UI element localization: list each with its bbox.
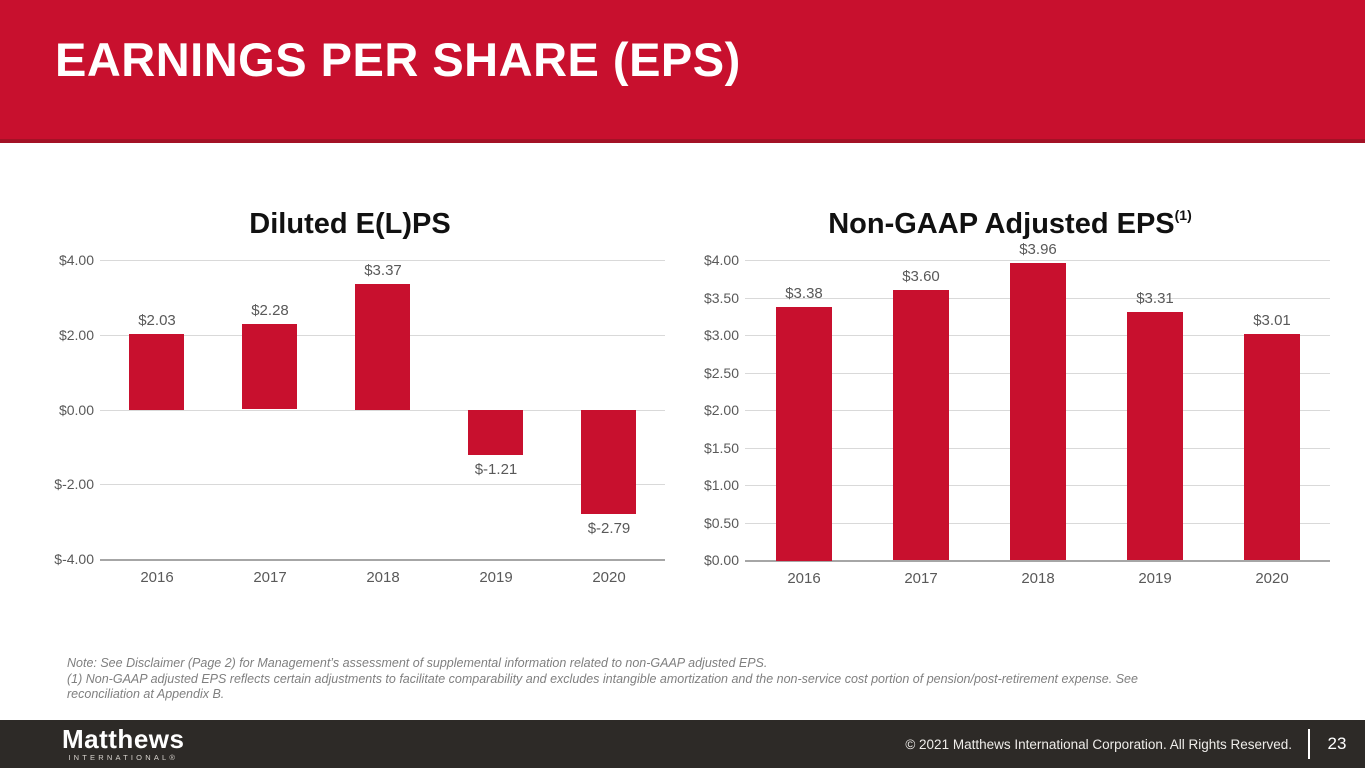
page-number: 23 bbox=[1327, 734, 1347, 753]
x-axis-tick-label: 2017 bbox=[253, 569, 287, 586]
y-axis-tick-label: $2.00 bbox=[58, 327, 94, 343]
x-axis-tick-label: 2018 bbox=[366, 569, 400, 586]
bar-2017 bbox=[893, 290, 949, 560]
footnote-line: (1) Non-GAAP adjusted EPS reflects certa… bbox=[67, 671, 1138, 686]
y-axis-tick-label: $-4.00 bbox=[54, 551, 94, 567]
footnote-line: reconciliation at Appendix B. bbox=[67, 687, 225, 701]
y-axis-tick-label: $0.00 bbox=[58, 402, 94, 418]
x-axis-tick-label: 2018 bbox=[1021, 570, 1055, 587]
copyright-text: © 2021 Matthews International Corporatio… bbox=[905, 736, 1292, 752]
bar-2019 bbox=[468, 410, 523, 455]
x-axis-tick-label: 2019 bbox=[1138, 570, 1172, 587]
footer-divider bbox=[1308, 729, 1310, 759]
y-axis-tick-label: $4.00 bbox=[58, 252, 94, 268]
gridline-$4.00 bbox=[745, 260, 1330, 261]
chart-title-superscript: (1) bbox=[1174, 207, 1192, 224]
bar-2020 bbox=[581, 410, 636, 514]
footnote-line: Note: See Disclaimer (Page 2) for Manage… bbox=[67, 656, 768, 670]
bar-value-label: $3.01 bbox=[1253, 312, 1291, 329]
y-axis-tick-label: $4.00 bbox=[703, 252, 739, 268]
page-title: EARNINGS PER SHARE (EPS) bbox=[55, 33, 741, 86]
gridline-$0.00 bbox=[745, 560, 1330, 562]
matthews-logo: Matthews INTERNATIONAL® bbox=[62, 726, 184, 762]
y-axis-tick-label: $0.50 bbox=[703, 515, 739, 531]
bar-value-label: $2.28 bbox=[251, 302, 289, 319]
bar-value-label: $-1.21 bbox=[474, 461, 518, 478]
bar-2016 bbox=[129, 334, 184, 410]
plot-area-diluted-elps: $4.00 $2.00 $0.00 $-2.00 $-4.00 $2.03 2016 $2.2… bbox=[20, 203, 680, 588]
logo-wordmark: Matthews bbox=[62, 724, 185, 754]
footnote: Note: See Disclaimer (Page 2) for Manage… bbox=[67, 656, 1317, 703]
gridline-$0.00 bbox=[100, 410, 665, 411]
bar-value-label: $3.31 bbox=[1136, 290, 1174, 307]
bar-2020 bbox=[1244, 334, 1300, 560]
bar-2018 bbox=[1010, 263, 1066, 560]
bar-2019 bbox=[1127, 312, 1183, 560]
y-axis-tick-label: $0.00 bbox=[703, 552, 739, 568]
footer-bar: Matthews INTERNATIONAL® © 2021 Matthews … bbox=[0, 720, 1365, 768]
bar-2018 bbox=[355, 284, 410, 410]
gridline-$-4.00 bbox=[100, 559, 665, 561]
bar-value-label: $3.60 bbox=[902, 268, 940, 285]
x-axis-tick-label: 2017 bbox=[904, 570, 938, 587]
x-axis-tick-label: 2016 bbox=[787, 570, 821, 587]
gridline-$4.00 bbox=[100, 260, 665, 261]
chart-diluted-elps: Diluted E(L)PS $4.00 $2.00 $0.00 $-2.00 $-4.… bbox=[20, 203, 680, 588]
bar-value-label: $-2.79 bbox=[587, 520, 631, 537]
bar-value-label: $3.96 bbox=[1019, 241, 1057, 258]
y-axis-tick-label: $2.50 bbox=[703, 365, 739, 381]
header-banner: EARNINGS PER SHARE (EPS) bbox=[0, 0, 1365, 143]
bar-2017 bbox=[242, 324, 297, 409]
x-axis-tick-label: 2020 bbox=[592, 569, 626, 586]
chart-title-text: Diluted E(L)PS bbox=[249, 208, 451, 240]
logo-subtitle: INTERNATIONAL® bbox=[68, 753, 179, 762]
x-axis-tick-label: 2016 bbox=[140, 569, 174, 586]
footer-right: © 2021 Matthews International Corporatio… bbox=[905, 729, 1349, 759]
y-axis-tick-label: $2.00 bbox=[703, 402, 739, 418]
chart-title-text: Non-GAAP Adjusted EPS bbox=[828, 208, 1175, 240]
y-axis-tick-label: $3.00 bbox=[703, 327, 739, 343]
chart-title-diluted-elps: Diluted E(L)PS bbox=[20, 208, 680, 241]
x-axis-tick-label: 2019 bbox=[479, 569, 513, 586]
chart-non-gaap-adjusted-eps: Non-GAAP Adjusted EPS(1) $4.00 $3.50 $3.00… bbox=[680, 203, 1340, 588]
bar-value-label: $3.37 bbox=[364, 262, 402, 279]
chart-title-non-gaap-eps: Non-GAAP Adjusted EPS(1) bbox=[680, 207, 1340, 241]
x-axis-tick-label: 2020 bbox=[1255, 570, 1289, 587]
y-axis-tick-label: $-2.00 bbox=[54, 476, 94, 492]
y-axis-tick-label: $1.00 bbox=[703, 477, 739, 493]
bar-value-label: $2.03 bbox=[138, 312, 176, 329]
plot-area-non-gaap-eps: $4.00 $3.50 $3.00 $2.50 $2.00 $1.50 $1.00 $0.50… bbox=[680, 203, 1340, 588]
y-axis-tick-label: $1.50 bbox=[703, 440, 739, 456]
bar-value-label: $3.38 bbox=[785, 285, 823, 302]
gridline-$-2.00 bbox=[100, 484, 665, 485]
y-axis-tick-label: $3.50 bbox=[703, 290, 739, 306]
bar-2016 bbox=[776, 307, 832, 561]
